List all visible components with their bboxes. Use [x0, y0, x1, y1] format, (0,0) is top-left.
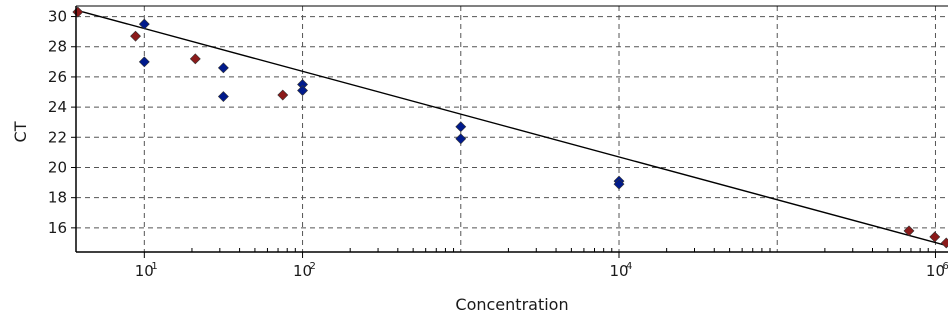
- red-data-point: [277, 89, 289, 101]
- y-tick-label: 20: [48, 158, 67, 176]
- blue-data-point: [217, 91, 229, 102]
- red-data-point: [189, 53, 201, 65]
- x-tick-label: 10: [293, 262, 312, 280]
- red-data-point: [130, 30, 141, 42]
- x-tick-exponent: 4: [626, 261, 632, 272]
- x-tick-exponent: 2: [310, 261, 316, 272]
- x-tick-exponent: 6: [942, 261, 948, 272]
- y-axis-title: CT: [11, 121, 30, 142]
- x-tick-labels: 101 102 104 106: [135, 252, 948, 280]
- y-tick-label: 24: [48, 98, 67, 116]
- x-axis-title: Concentration: [455, 295, 568, 314]
- y-tick-label: 18: [48, 189, 67, 207]
- y-tick-label: 22: [48, 128, 67, 146]
- y-tick-label: 30: [48, 8, 67, 26]
- blue-data-point: [455, 121, 467, 133]
- blue-data-point: [613, 178, 625, 190]
- x-tick-label: 10: [609, 262, 628, 280]
- y-tick-label: 16: [48, 219, 67, 237]
- y-tick-label: 26: [48, 68, 67, 86]
- grid-lines: [76, 6, 948, 252]
- red-data-point: [929, 231, 941, 243]
- y-tick-labels: 16 18 20 22 24 26 28 30: [48, 8, 76, 237]
- trendline-layer: [77, 9, 948, 247]
- x-tick-label: 10: [926, 262, 945, 280]
- blue-data-point: [138, 18, 150, 30]
- blue-data-point: [297, 85, 308, 96]
- y-tick-label: 28: [48, 38, 67, 56]
- red-data-point: [903, 225, 915, 237]
- trendline: [77, 9, 948, 247]
- red-data-point: [940, 237, 948, 249]
- x-tick-label: 10: [135, 262, 154, 280]
- blue-data-point: [138, 56, 150, 68]
- blue-data-point: [217, 62, 229, 74]
- data-points: [72, 6, 948, 249]
- x-tick-exponent: 1: [151, 261, 157, 272]
- blue-data-point: [455, 133, 467, 145]
